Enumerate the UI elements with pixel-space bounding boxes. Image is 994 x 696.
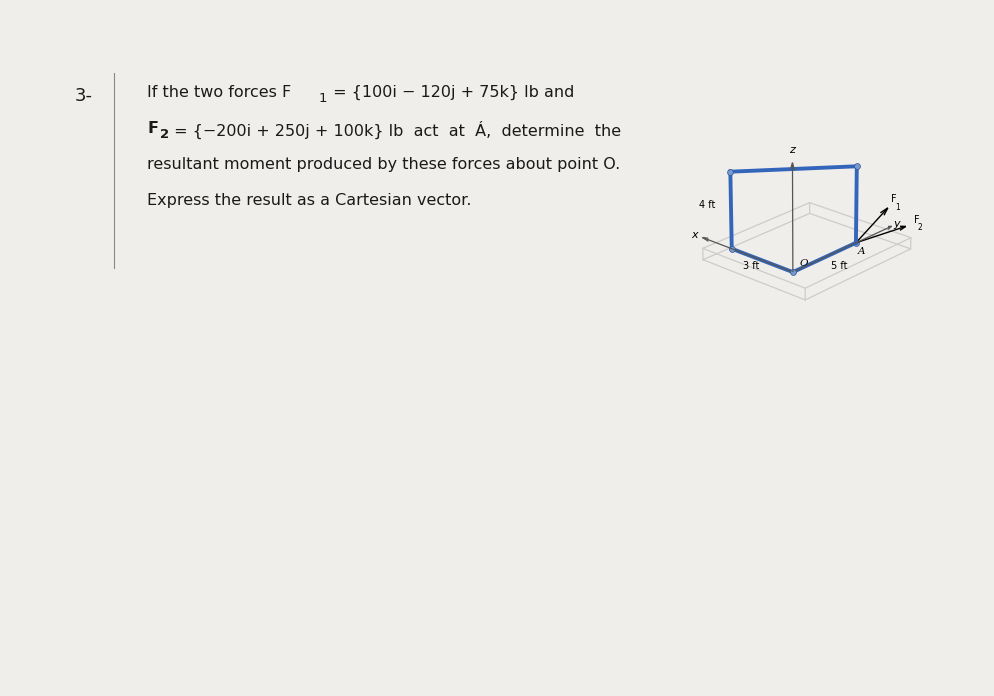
Text: = {100i − 120j + 75k} lb and: = {100i − 120j + 75k} lb and xyxy=(328,85,575,100)
Text: 3-: 3- xyxy=(75,87,92,105)
Text: 1: 1 xyxy=(318,92,327,105)
Text: = {−200i + 250j + 100k} lb  act  at  Á,  determine  the: = {−200i + 250j + 100k} lb act at Á, det… xyxy=(169,121,620,139)
Text: Express the result as a Cartesian vector.: Express the result as a Cartesian vector… xyxy=(147,193,471,209)
Text: 2: 2 xyxy=(160,128,169,141)
Text: If the two forces F: If the two forces F xyxy=(147,85,291,100)
Text: F: F xyxy=(147,121,158,136)
Text: resultant moment produced by these forces about point O.: resultant moment produced by these force… xyxy=(147,157,620,173)
